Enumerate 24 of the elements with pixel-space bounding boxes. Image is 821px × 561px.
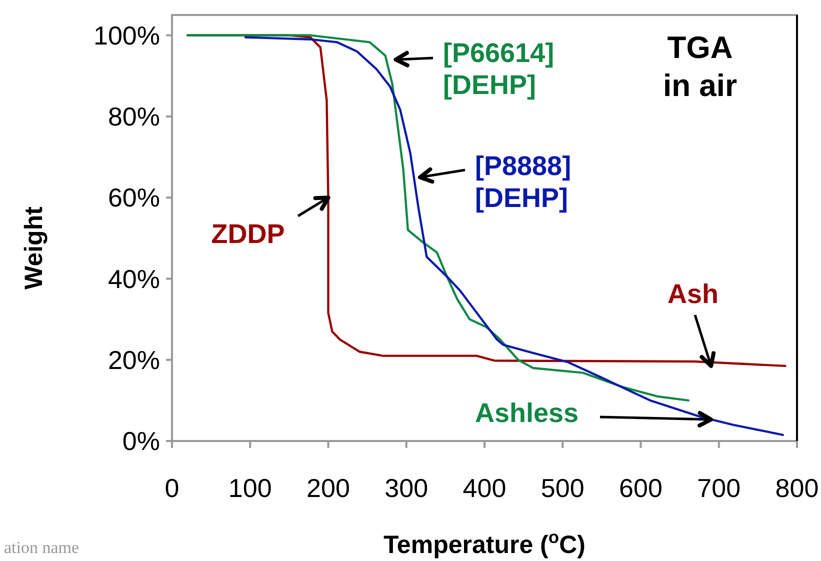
annotation: Ash [667,279,719,309]
y-axis-title: Weight [20,206,48,290]
y-tick-label: 100% [94,20,160,50]
x-tick-label: 300 [384,473,428,503]
y-tick-label: 20% [108,344,160,375]
x-tick-label: 0 [164,473,180,503]
x-tick-label: 700 [697,473,741,503]
x-tick-label: 600 [619,473,662,503]
y-tick-label: 0% [122,426,160,456]
x-axis-title: Temperature ($^{o}$C) [384,527,586,559]
text: TGA in air [662,30,738,103]
y-tick-label: 40% [108,264,160,294]
x-tick-label: 100 [228,473,272,503]
y-tick-label: 80% [108,102,160,132]
x-tick-label: 500 [540,473,584,503]
x-tick-label: 400 [462,473,506,503]
series-label: [P66614] [DEHP] [443,38,554,100]
x-tick-label: 200 [306,473,350,503]
annotation: Ashless [475,398,579,428]
series-label: ZDDP [211,219,285,249]
text: ation name [4,538,80,557]
y-tick-label: 60% [108,182,160,213]
text: [P8888] [DEHP] [475,151,572,213]
x-tick-label: 800 [775,473,819,503]
